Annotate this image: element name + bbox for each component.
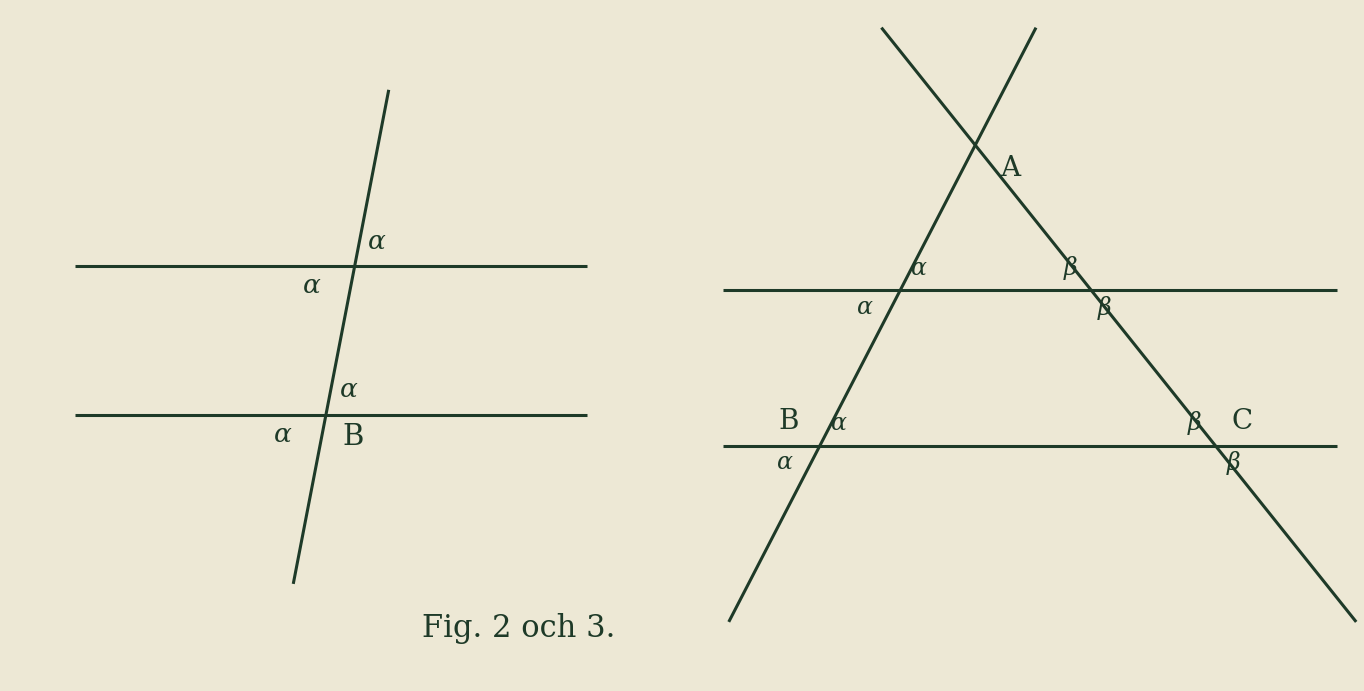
Text: Fig. 2 och 3.: Fig. 2 och 3. [421, 614, 615, 644]
Text: α: α [303, 273, 321, 298]
Text: B: B [779, 408, 799, 435]
Text: α: α [911, 257, 928, 280]
Text: β: β [1226, 451, 1240, 475]
Text: β: β [1064, 256, 1078, 280]
Text: α: α [831, 413, 847, 435]
Text: α: α [857, 296, 873, 319]
Text: α: α [368, 229, 386, 254]
Text: α: α [776, 451, 792, 474]
Text: β: β [1098, 296, 1112, 320]
Text: α: α [274, 422, 292, 446]
Text: α: α [340, 377, 357, 402]
Text: B: B [342, 423, 364, 451]
Text: A: A [1000, 155, 1020, 182]
Text: C: C [1232, 408, 1254, 435]
Text: β: β [1188, 411, 1202, 435]
